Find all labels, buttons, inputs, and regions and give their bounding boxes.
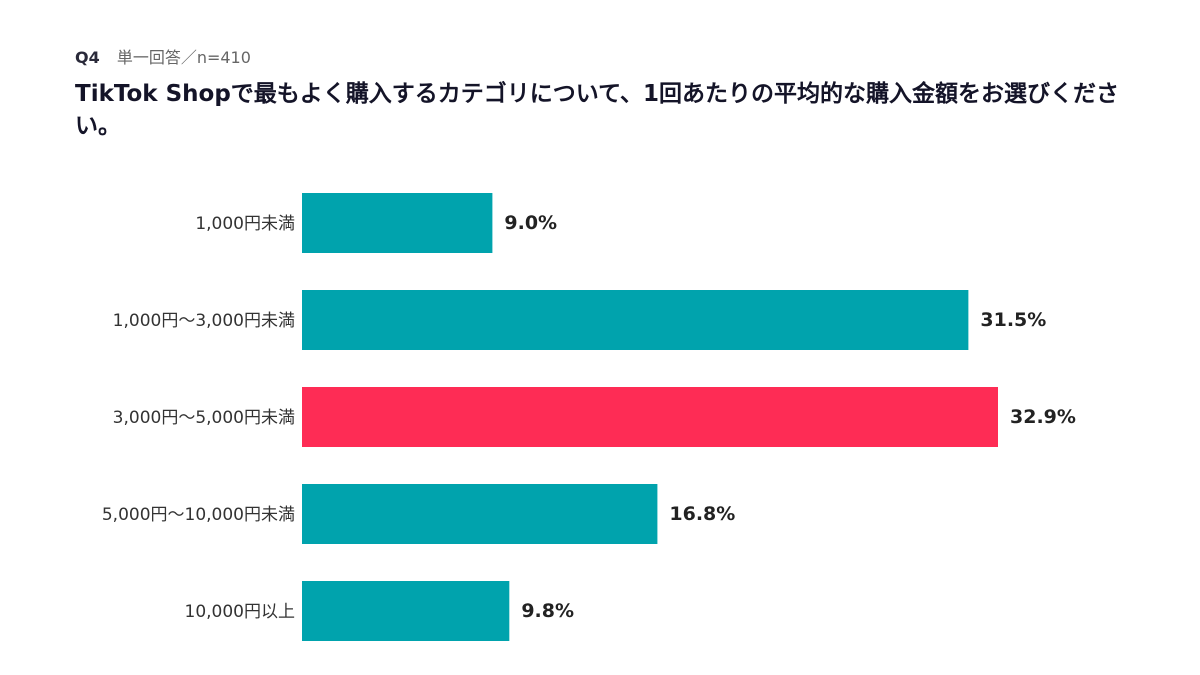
bar-2 [302,290,969,350]
category-label: 3,000円～5,000円未満 [113,408,295,428]
question-number: Q4 [75,48,100,67]
value-label: 16.8% [669,503,735,525]
value-label: 31.5% [980,309,1046,331]
bar-4 [302,484,658,544]
bar-1 [302,193,493,253]
value-label: 9.8% [521,600,574,622]
value-label: 9.0% [504,212,557,234]
bar-5 [302,581,510,641]
question-header: Q4 単一回答／n=410 [75,44,251,68]
bar-3 [302,387,998,447]
category-label: 1,000円～3,000円未満 [113,311,295,331]
category-label: 5,000円～10,000円未満 [102,505,295,525]
category-label: 10,000円以上 [185,602,295,622]
value-label: 32.9% [1010,406,1076,428]
category-label: 1,000円未満 [195,214,295,234]
question-meta: 単一回答／n=410 [116,48,251,67]
chart-title: TikTok Shopで最もよく購入するカテゴリについて、1回あたりの平均的な購… [75,81,1119,139]
